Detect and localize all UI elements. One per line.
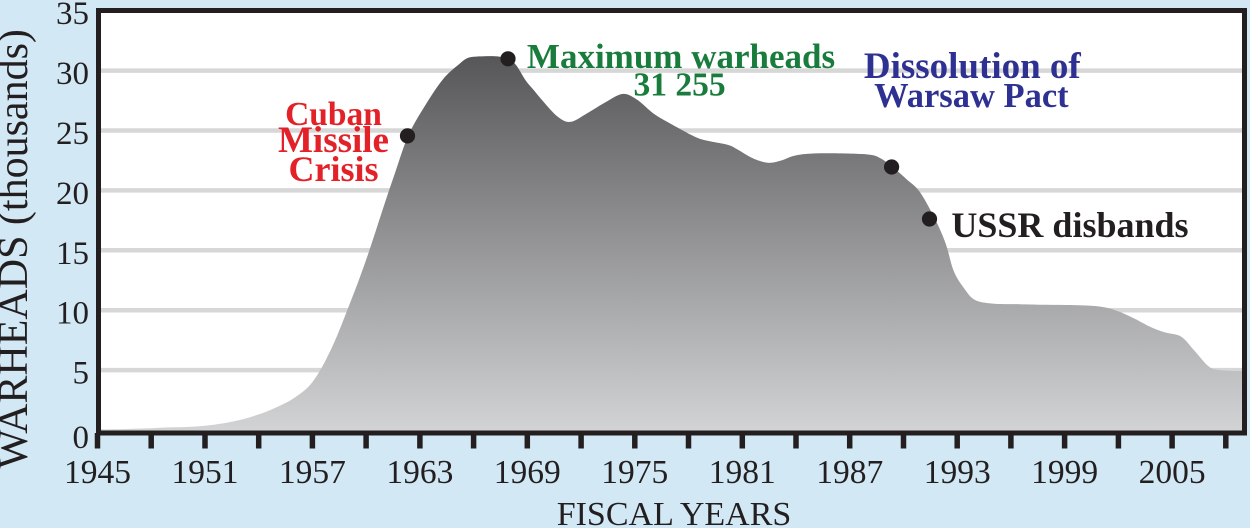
svg-text:1969: 1969 [494, 454, 561, 491]
svg-text:Warsaw Pact: Warsaw Pact [874, 77, 1069, 115]
svg-text:Crisis: Crisis [289, 149, 379, 189]
svg-text:Dissolution of: Dissolution of [864, 46, 1082, 87]
svg-text:30: 30 [56, 56, 89, 92]
svg-text:Maximum warheads: Maximum warheads [527, 37, 835, 76]
svg-text:1957: 1957 [279, 454, 346, 491]
svg-text:0: 0 [73, 420, 90, 456]
svg-text:1981: 1981 [709, 454, 776, 491]
svg-text:1951: 1951 [172, 454, 239, 491]
svg-text:2005: 2005 [1139, 454, 1206, 491]
svg-text:35: 35 [56, 0, 89, 32]
svg-text:USSR disbands: USSR disbands [951, 205, 1188, 245]
svg-text:1963: 1963 [386, 454, 453, 491]
svg-text:5: 5 [73, 356, 90, 392]
svg-text:1945: 1945 [64, 454, 131, 491]
svg-text:Missile: Missile [278, 120, 389, 161]
svg-text:15: 15 [56, 236, 89, 272]
svg-text:31 255: 31 255 [633, 67, 725, 104]
svg-text:1975: 1975 [601, 454, 668, 491]
svg-text:10: 10 [56, 296, 89, 332]
svg-text:1999: 1999 [1031, 454, 1098, 491]
svg-text:WARHEADS (thousands): WARHEADS (thousands) [0, 29, 37, 469]
svg-text:Cuban: Cuban [285, 96, 382, 133]
svg-text:1987: 1987 [816, 454, 883, 491]
svg-text:20: 20 [56, 176, 89, 212]
svg-text:1993: 1993 [924, 454, 991, 491]
svg-text:25: 25 [56, 116, 89, 152]
svg-text:FISCAL YEARS: FISCAL YEARS [557, 496, 792, 528]
